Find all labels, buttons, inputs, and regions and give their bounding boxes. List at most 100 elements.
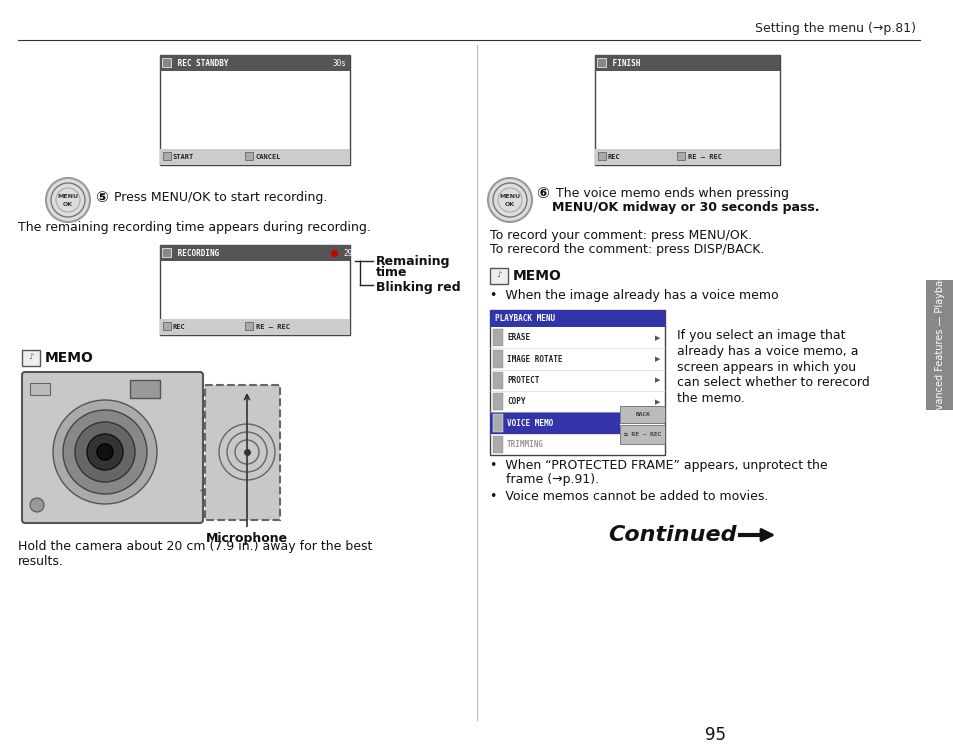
Bar [493, 350, 502, 368]
Text: OK: OK [63, 202, 73, 207]
Text: MENU: MENU [57, 195, 78, 199]
Text: OK: OK [504, 202, 515, 207]
Bar [490, 310, 664, 327]
Text: results.: results. [18, 555, 64, 568]
Bar [25, 375, 200, 520]
Text: ⑤: ⑤ [95, 190, 108, 205]
Bar [160, 319, 350, 335]
Text: RE – REC: RE – REC [687, 154, 721, 160]
Bar [160, 149, 350, 165]
Text: screen appears in which you: screen appears in which you [677, 360, 855, 374]
Text: REC: REC [172, 324, 186, 330]
Bar [493, 414, 502, 432]
Text: Blinking red: Blinking red [375, 281, 460, 294]
Text: REC: REC [607, 154, 620, 160]
Bar [162, 248, 171, 257]
Bar [925, 280, 953, 410]
FancyBboxPatch shape [22, 372, 203, 523]
Text: PROTECT: PROTECT [506, 376, 538, 385]
Circle shape [46, 178, 90, 222]
Bar [205, 385, 280, 520]
Text: MEMO: MEMO [45, 351, 93, 365]
Bar [493, 329, 502, 347]
Bar [595, 149, 780, 165]
Text: The voice memo ends when pressing: The voice memo ends when pressing [552, 186, 788, 199]
Text: COPY: COPY [506, 397, 525, 406]
Bar [245, 152, 253, 160]
Bar [493, 371, 502, 389]
Text: already has a voice memo, a: already has a voice memo, a [677, 344, 858, 358]
Text: START: START [172, 154, 194, 160]
Text: Microphone: Microphone [206, 395, 288, 545]
Text: REC STANDBY: REC STANDBY [172, 58, 229, 67]
Text: PLAYBACK MENU: PLAYBACK MENU [495, 314, 555, 323]
Circle shape [87, 434, 123, 470]
Circle shape [497, 188, 521, 212]
FancyBboxPatch shape [22, 350, 40, 366]
Text: FINISH: FINISH [607, 58, 639, 67]
Text: ⑥: ⑥ [536, 186, 548, 201]
Circle shape [53, 400, 157, 504]
Circle shape [97, 444, 112, 460]
Text: •  Voice memos cannot be added to movies.: • Voice memos cannot be added to movies. [490, 491, 767, 504]
Text: ▶: ▶ [654, 399, 659, 405]
Circle shape [493, 183, 526, 217]
Text: time: time [375, 267, 407, 279]
Circle shape [488, 178, 532, 222]
Text: Setting the menu (→p.81): Setting the menu (→p.81) [754, 22, 915, 35]
Text: RECORDING: RECORDING [172, 248, 219, 257]
Bar [595, 55, 780, 165]
Text: If you select an image that: If you select an image that [677, 328, 844, 341]
Bar [160, 245, 350, 335]
Text: Continued: Continued [607, 525, 736, 545]
Text: 30s: 30s [332, 58, 346, 67]
Text: RE – REC: RE – REC [255, 324, 290, 330]
Text: Advanced Features — Playback: Advanced Features — Playback [934, 269, 944, 421]
Bar [245, 322, 253, 330]
Text: ⇆ RE – REC: ⇆ RE – REC [623, 431, 661, 436]
Bar [595, 55, 780, 71]
Bar [677, 152, 684, 160]
Text: VOICE MEMO: VOICE MEMO [506, 418, 553, 427]
Text: the memo.: the memo. [677, 393, 744, 405]
Text: To record your comment: press MENU/OK.: To record your comment: press MENU/OK. [490, 229, 751, 242]
Circle shape [75, 422, 135, 482]
Text: MEMO: MEMO [513, 269, 561, 283]
Bar [490, 310, 664, 455]
Text: IMAGE ROTATE: IMAGE ROTATE [506, 355, 562, 363]
Text: ▶: ▶ [654, 378, 659, 384]
Bar [490, 412, 619, 433]
Text: 95: 95 [705, 726, 726, 744]
Bar [598, 152, 605, 160]
Circle shape [63, 410, 147, 494]
Bar [493, 436, 502, 453]
Text: The remaining recording time appears during recording.: The remaining recording time appears dur… [18, 221, 371, 235]
FancyBboxPatch shape [490, 268, 507, 284]
Text: 29s: 29s [343, 248, 356, 257]
Bar [619, 406, 664, 423]
Circle shape [51, 183, 85, 217]
Text: TRIMMING: TRIMMING [506, 440, 543, 448]
Circle shape [56, 188, 80, 212]
Text: MENU: MENU [499, 195, 520, 199]
Text: Remaining: Remaining [375, 254, 450, 267]
Bar [163, 152, 171, 160]
Bar [163, 322, 171, 330]
Text: •  When “PROTECTED FRAME” appears, unprotect the: • When “PROTECTED FRAME” appears, unprot… [490, 458, 827, 472]
Bar [160, 55, 350, 165]
Bar [30, 383, 50, 395]
Text: ERASE: ERASE [506, 333, 530, 342]
Text: ▶: ▶ [654, 334, 659, 341]
Bar [619, 425, 664, 445]
Text: Press MENU/OK to start recording.: Press MENU/OK to start recording. [110, 190, 327, 204]
Text: Hold the camera about 20 cm (7.9 in.) away for the best: Hold the camera about 20 cm (7.9 in.) aw… [18, 540, 372, 553]
Circle shape [30, 498, 44, 512]
Bar [597, 58, 605, 67]
Text: •  When the image already has a voice memo: • When the image already has a voice mem… [490, 288, 778, 301]
Text: BACK: BACK [635, 412, 650, 417]
Text: To rerecord the comment: press DISP/BACK.: To rerecord the comment: press DISP/BACK… [490, 244, 763, 257]
Text: frame (→p.91).: frame (→p.91). [490, 473, 598, 486]
Text: MENU/OK midway or 30 seconds pass.: MENU/OK midway or 30 seconds pass. [552, 202, 819, 214]
Bar [160, 55, 350, 71]
Bar [162, 58, 171, 67]
